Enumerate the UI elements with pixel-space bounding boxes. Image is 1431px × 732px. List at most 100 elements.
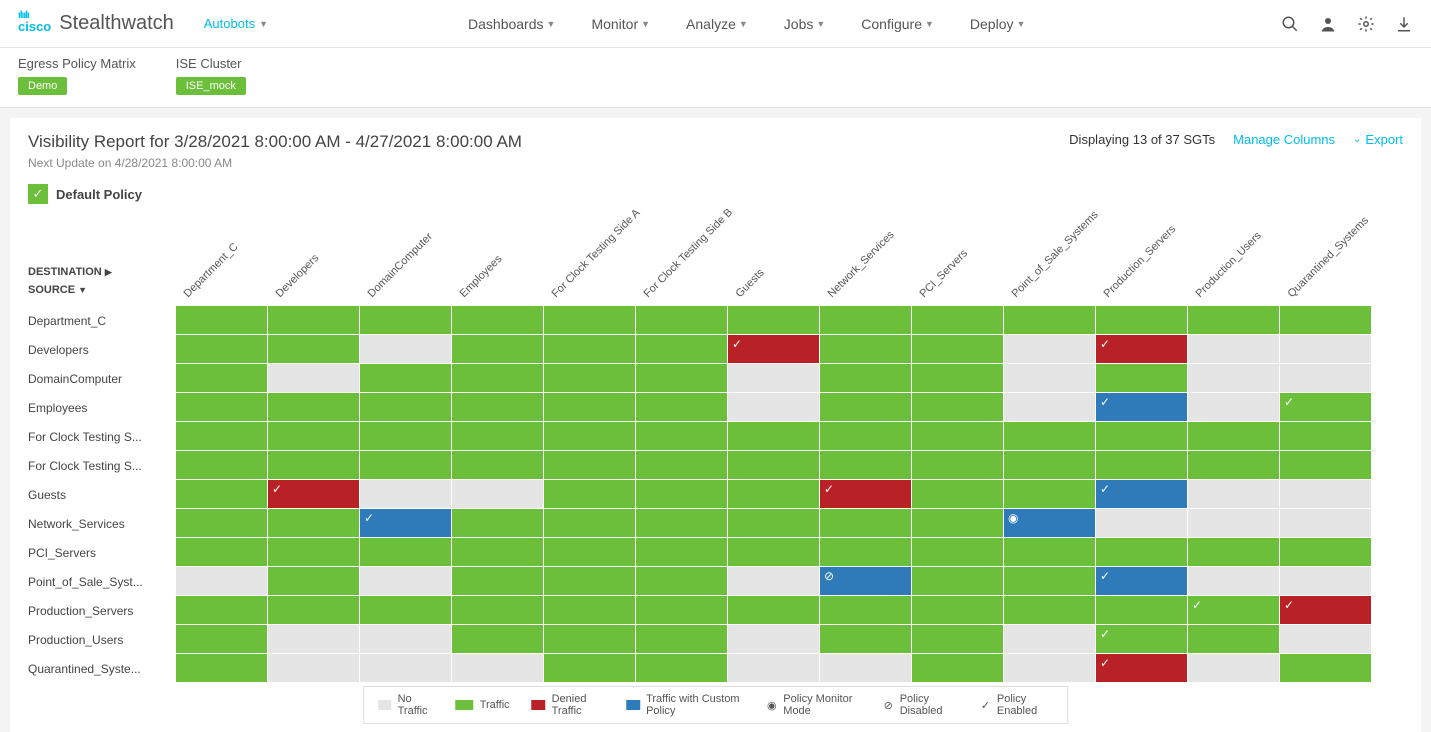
matrix-cell[interactable]: ✓ <box>820 480 911 508</box>
matrix-cell[interactable] <box>452 480 543 508</box>
row-label[interactable]: Production_Servers <box>28 596 174 625</box>
matrix-cell[interactable] <box>912 596 1003 624</box>
matrix-cell[interactable]: ✓ <box>1280 596 1371 624</box>
matrix-cell[interactable] <box>820 625 911 653</box>
matrix-cell[interactable] <box>1188 364 1279 392</box>
matrix-cell[interactable] <box>544 509 635 537</box>
matrix-cell[interactable]: ✓ <box>1188 596 1279 624</box>
column-header[interactable]: Quarantined_Systems <box>1286 215 1371 300</box>
matrix-cell[interactable] <box>544 596 635 624</box>
matrix-cell[interactable] <box>1280 422 1371 450</box>
matrix-cell[interactable] <box>268 538 359 566</box>
matrix-cell[interactable] <box>728 393 819 421</box>
matrix-cell[interactable] <box>176 654 267 682</box>
matrix-cell[interactable]: ✓ <box>728 335 819 363</box>
matrix-cell[interactable] <box>1280 654 1371 682</box>
matrix-cell[interactable] <box>912 625 1003 653</box>
matrix-cell[interactable] <box>268 509 359 537</box>
matrix-cell[interactable] <box>176 451 267 479</box>
matrix-cell[interactable] <box>728 451 819 479</box>
matrix-cell[interactable] <box>1188 567 1279 595</box>
row-label[interactable]: Guests <box>28 480 174 509</box>
matrix-cell[interactable] <box>728 596 819 624</box>
row-label[interactable]: Developers <box>28 335 174 364</box>
matrix-cell[interactable] <box>1280 509 1371 537</box>
export-link[interactable]: ⌄Export <box>1353 132 1403 147</box>
matrix-cell[interactable] <box>452 422 543 450</box>
matrix-cell[interactable] <box>176 422 267 450</box>
matrix-cell[interactable] <box>1188 509 1279 537</box>
matrix-cell[interactable] <box>1004 306 1095 334</box>
ise-cluster-tag[interactable]: ISE_mock <box>176 77 246 95</box>
row-label[interactable]: PCI_Servers <box>28 538 174 567</box>
matrix-cell[interactable] <box>360 451 451 479</box>
matrix-cell[interactable] <box>268 567 359 595</box>
column-header[interactable]: For Clock Testing Side A <box>550 207 643 300</box>
user-icon[interactable] <box>1319 15 1337 33</box>
matrix-cell[interactable] <box>912 480 1003 508</box>
matrix-cell[interactable] <box>636 538 727 566</box>
nav-dashboards[interactable]: Dashboards▼ <box>468 16 555 32</box>
matrix-cell[interactable] <box>820 335 911 363</box>
matrix-cell[interactable]: ✓ <box>268 480 359 508</box>
matrix-cell[interactable] <box>1280 538 1371 566</box>
matrix-cell[interactable]: ◉ <box>1004 509 1095 537</box>
matrix-cell[interactable] <box>1004 335 1095 363</box>
matrix-cell[interactable] <box>912 509 1003 537</box>
matrix-cell[interactable] <box>912 451 1003 479</box>
matrix-cell[interactable]: ✓ <box>1096 335 1187 363</box>
matrix-cell[interactable] <box>1280 364 1371 392</box>
column-header[interactable]: PCI_Servers <box>918 247 971 300</box>
matrix-cell[interactable] <box>728 625 819 653</box>
matrix-cell[interactable] <box>1096 538 1187 566</box>
matrix-cell[interactable] <box>176 335 267 363</box>
matrix-cell[interactable] <box>636 509 727 537</box>
matrix-cell[interactable] <box>1188 654 1279 682</box>
matrix-cell[interactable] <box>452 335 543 363</box>
matrix-cell[interactable] <box>452 538 543 566</box>
matrix-cell[interactable] <box>1096 306 1187 334</box>
matrix-cell[interactable] <box>1188 306 1279 334</box>
matrix-cell[interactable] <box>912 567 1003 595</box>
matrix-cell[interactable] <box>176 567 267 595</box>
matrix-cell[interactable] <box>1004 422 1095 450</box>
matrix-cell[interactable] <box>360 393 451 421</box>
row-label[interactable]: For Clock Testing S... <box>28 422 174 451</box>
matrix-cell[interactable] <box>912 335 1003 363</box>
matrix-cell[interactable] <box>268 625 359 653</box>
matrix-cell[interactable] <box>912 393 1003 421</box>
matrix-cell[interactable] <box>820 306 911 334</box>
matrix-cell[interactable] <box>544 393 635 421</box>
matrix-cell[interactable] <box>1188 538 1279 566</box>
matrix-cell[interactable] <box>728 654 819 682</box>
matrix-cell[interactable] <box>1188 422 1279 450</box>
matrix-cell[interactable] <box>636 393 727 421</box>
matrix-cell[interactable] <box>636 480 727 508</box>
matrix-cell[interactable] <box>360 596 451 624</box>
matrix-cell[interactable] <box>176 509 267 537</box>
matrix-cell[interactable] <box>636 364 727 392</box>
matrix-cell[interactable] <box>1188 335 1279 363</box>
matrix-cell[interactable] <box>1004 364 1095 392</box>
matrix-cell[interactable] <box>176 364 267 392</box>
matrix-cell[interactable] <box>1188 393 1279 421</box>
matrix-cell[interactable] <box>452 451 543 479</box>
matrix-cell[interactable] <box>820 393 911 421</box>
matrix-cell[interactable]: ✓ <box>360 509 451 537</box>
column-header[interactable]: Developers <box>274 252 322 300</box>
default-policy-checkbox[interactable]: ✓ <box>28 184 48 204</box>
matrix-cell[interactable] <box>544 364 635 392</box>
matrix-cell[interactable] <box>360 306 451 334</box>
matrix-cell[interactable] <box>360 335 451 363</box>
matrix-cell[interactable] <box>452 393 543 421</box>
matrix-cell[interactable] <box>544 451 635 479</box>
matrix-cell[interactable] <box>820 364 911 392</box>
matrix-cell[interactable] <box>636 451 727 479</box>
matrix-cell[interactable] <box>544 567 635 595</box>
matrix-cell[interactable] <box>268 422 359 450</box>
matrix-cell[interactable] <box>1188 625 1279 653</box>
matrix-cell[interactable] <box>1096 509 1187 537</box>
matrix-cell[interactable] <box>452 567 543 595</box>
matrix-cell[interactable] <box>544 422 635 450</box>
matrix-cell[interactable] <box>268 451 359 479</box>
